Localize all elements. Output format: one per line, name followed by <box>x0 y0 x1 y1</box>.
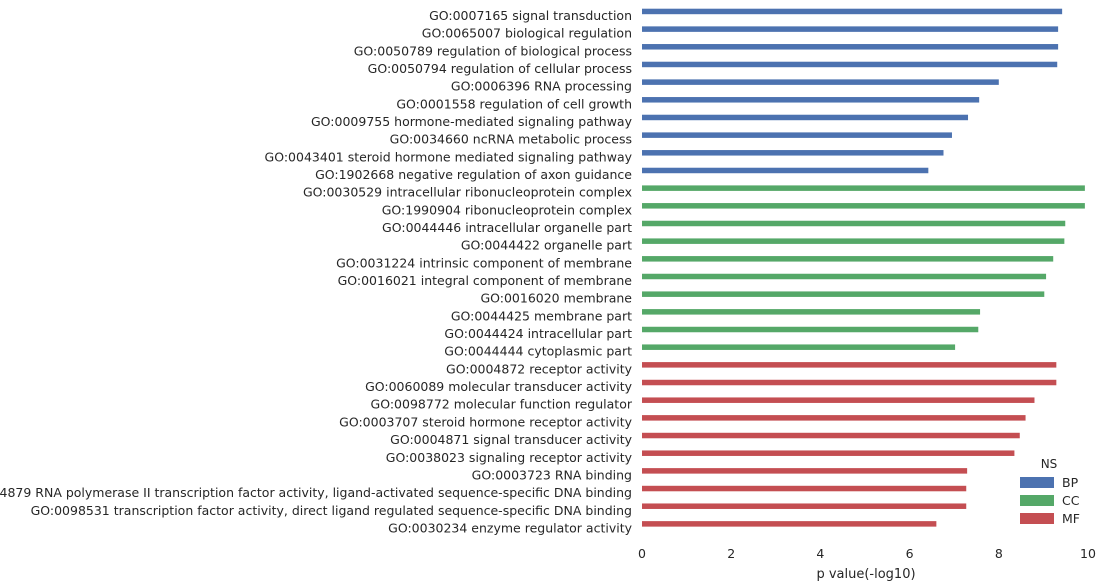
category-label: GO:0044422 organelle part <box>461 238 632 253</box>
bar <box>642 344 956 350</box>
category-label: GO:0004879 RNA polymerase II transcripti… <box>0 485 632 500</box>
legend-entry-label: BP <box>1062 475 1079 490</box>
category-label: GO:0060089 molecular transducer activity <box>365 379 633 394</box>
category-label: GO:0031224 intrinsic component of membra… <box>336 255 632 270</box>
bar <box>642 150 944 156</box>
bar <box>642 238 1065 244</box>
legend-title: NS <box>1041 457 1058 471</box>
category-label: GO:0050794 regulation of cellular proces… <box>368 61 632 76</box>
legend-swatch <box>1020 495 1054 506</box>
bar <box>642 167 929 174</box>
bar <box>642 450 1015 456</box>
bar <box>642 203 1085 209</box>
bar <box>642 415 1026 421</box>
category-label: GO:0050789 regulation of biological proc… <box>354 43 632 58</box>
category-label: GO:0016021 integral component of membran… <box>338 273 633 288</box>
legend-entries: BP CC MF <box>1020 475 1080 526</box>
bar <box>642 468 968 474</box>
category-label: GO:0043401 steroid hormone mediated sign… <box>265 149 633 164</box>
bar <box>642 44 1059 50</box>
legend: NS BP CC MF <box>1020 457 1080 526</box>
category-label: GO:0044446 intracellular organelle part <box>382 220 632 235</box>
legend-swatch <box>1020 477 1054 488</box>
category-label: GO:0003707 steroid hormone receptor acti… <box>339 414 632 429</box>
category-label: GO:0038023 signaling receptor activity <box>386 450 633 465</box>
category-label: GO:0009755 hormone-mediated signaling pa… <box>311 114 633 129</box>
category-label: GO:0006396 RNA processing <box>451 79 632 94</box>
x-tick-label: 8 <box>995 546 1003 561</box>
category-label: GO:1990904 ribonucleoprotein complex <box>382 202 632 217</box>
bar <box>642 309 981 315</box>
category-label: GO:1902668 negative regulation of axon g… <box>315 167 632 182</box>
category-label: GO:0004871 signal transducer activity <box>390 432 632 447</box>
category-label: GO:0034660 ncRNA metabolic process <box>390 132 632 147</box>
bar <box>642 256 1054 262</box>
bar <box>642 8 1063 15</box>
bar <box>642 132 952 138</box>
bar <box>642 326 979 333</box>
category-label: GO:0004872 receptor activity <box>446 361 633 376</box>
category-label: GO:0044425 membrane part <box>451 308 632 323</box>
category-labels: GO:0007165 signal transduction GO:0065007… <box>0 8 633 535</box>
category-label: GO:0030529 intracellular ribonucleoprote… <box>303 185 632 200</box>
x-tick-label: 2 <box>727 546 735 561</box>
bar <box>642 485 967 492</box>
bar <box>642 185 1085 191</box>
x-axis-ticks: 0 2 4 6 8 10 <box>638 546 1096 561</box>
x-tick-label: 4 <box>816 546 824 561</box>
x-axis-label: p value(-log10) <box>816 567 915 582</box>
legend-entry-label: MF <box>1062 511 1080 526</box>
bar <box>642 521 937 527</box>
bar <box>642 379 1057 386</box>
bar <box>642 220 1066 227</box>
bar <box>642 362 1057 368</box>
legend-entry-label: CC <box>1062 493 1080 508</box>
bar <box>642 79 999 85</box>
x-tick-label: 0 <box>638 546 646 561</box>
category-label: GO:0030234 enzyme regulator activity <box>388 520 632 535</box>
bar <box>642 61 1058 68</box>
category-label: GO:0044444 cytoplasmic part <box>444 344 632 359</box>
category-label: GO:0065007 biological regulation <box>422 26 632 41</box>
category-label: GO:0044424 intracellular part <box>444 326 632 341</box>
bars-layer <box>642 8 1085 527</box>
category-label: GO:0098772 molecular function regulator <box>371 397 633 412</box>
category-label: GO:0003723 RNA binding <box>472 467 632 482</box>
legend-swatch <box>1020 513 1054 524</box>
x-tick-label: 10 <box>1080 546 1096 561</box>
category-label: GO:0098531 transcription factor activity… <box>31 503 632 518</box>
category-label: GO:0007165 signal transduction <box>429 8 632 23</box>
bar <box>642 97 980 103</box>
category-label: GO:0016020 membrane <box>480 291 632 306</box>
bar <box>642 397 1035 403</box>
bar <box>642 432 1020 439</box>
x-tick-label: 6 <box>906 546 914 561</box>
bar <box>642 114 969 121</box>
category-label: GO:0001558 regulation of cell growth <box>396 96 632 111</box>
bar <box>642 26 1059 32</box>
bar <box>642 291 1045 297</box>
bar <box>642 273 1047 280</box>
bar <box>642 503 967 509</box>
